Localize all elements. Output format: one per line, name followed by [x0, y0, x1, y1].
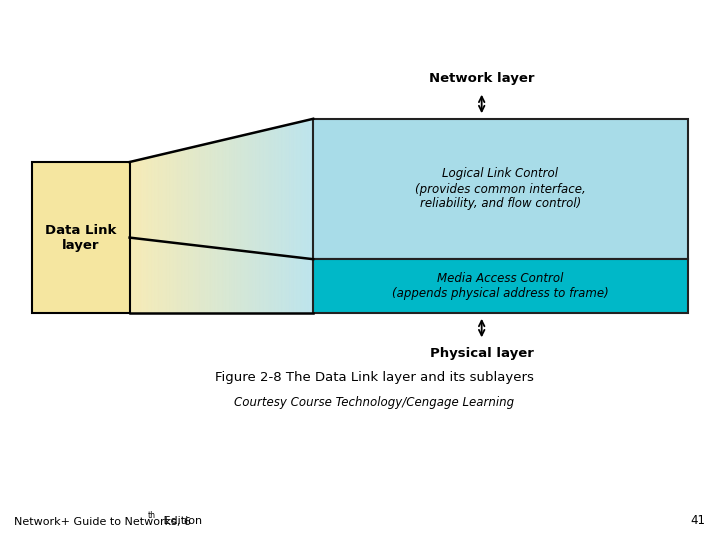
Text: Data Link
layer: Data Link layer	[45, 224, 117, 252]
Text: Physical layer: Physical layer	[430, 347, 534, 360]
Bar	[313, 259, 688, 313]
Text: Edition: Edition	[160, 516, 202, 526]
Text: Figure 2-8 The Data Link layer and its sublayers: Figure 2-8 The Data Link layer and its s…	[215, 372, 534, 384]
Text: Network layer: Network layer	[429, 72, 534, 85]
Text: Media Access Control
(appends physical address to frame): Media Access Control (appends physical a…	[392, 272, 609, 300]
Text: 41: 41	[690, 514, 706, 526]
Text: Network+ Guide to Networks, 6: Network+ Guide to Networks, 6	[14, 516, 192, 526]
Bar	[313, 119, 688, 259]
Text: Logical Link Control
(provides common interface,
reliability, and flow control): Logical Link Control (provides common in…	[415, 167, 586, 211]
Bar	[32, 162, 130, 313]
Text: Courtesy Course Technology/Cengage Learning: Courtesy Course Technology/Cengage Learn…	[234, 396, 515, 409]
Text: th: th	[148, 511, 156, 520]
